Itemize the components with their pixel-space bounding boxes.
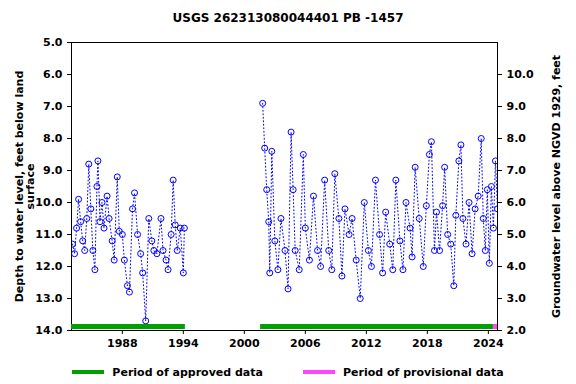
svg-text:6.0: 6.0: [43, 68, 63, 81]
html-text:Period of provisional data: Period of provisional data: [343, 365, 504, 379]
svg-text:9.0: 9.0: [43, 164, 63, 177]
html-text:USGS 262313080044401 PB -1457: USGS 262313080044401 PB -1457: [172, 11, 404, 25]
svg-text:1988: 1988: [107, 337, 138, 350]
svg-text:5.0: 5.0: [43, 36, 63, 49]
svg-text:14.0: 14.0: [35, 324, 62, 337]
svg-text:Groundwater level above NGVD 1: Groundwater level above NGVD 1929, feet: [550, 55, 563, 318]
svg-text:1994: 1994: [168, 337, 199, 350]
html-text:Period of approved data: Period of approved data: [112, 365, 263, 379]
svg-text:2000: 2000: [229, 337, 260, 350]
svg-text:10.0: 10.0: [35, 196, 62, 209]
svg-text:6.0: 6.0: [507, 196, 527, 209]
svg-text:12.0: 12.0: [35, 260, 62, 273]
svg-text:13.0: 13.0: [35, 292, 62, 305]
svg-text:5.0: 5.0: [507, 228, 527, 241]
svg-text:4.0: 4.0: [507, 260, 527, 273]
svg-text:7.0: 7.0: [43, 100, 63, 113]
svg-text:3.0: 3.0: [507, 292, 527, 305]
svg-text:Depth to water level, feet bel: Depth to water level, feet below landsur…: [13, 71, 37, 303]
svg-text:2018: 2018: [412, 337, 443, 350]
svg-text:7.0: 7.0: [507, 164, 527, 177]
svg-text:11.0: 11.0: [35, 228, 62, 241]
svg-text:10.0: 10.0: [507, 68, 534, 81]
svg-text:2.0: 2.0: [507, 324, 527, 337]
svg-text:8.0: 8.0: [43, 132, 63, 145]
svg-text:9.0: 9.0: [507, 100, 527, 113]
svg-text:2024: 2024: [473, 337, 504, 350]
svg-text:2006: 2006: [290, 337, 321, 350]
svg-text:8.0: 8.0: [507, 132, 527, 145]
svg-text:2012: 2012: [351, 337, 382, 350]
